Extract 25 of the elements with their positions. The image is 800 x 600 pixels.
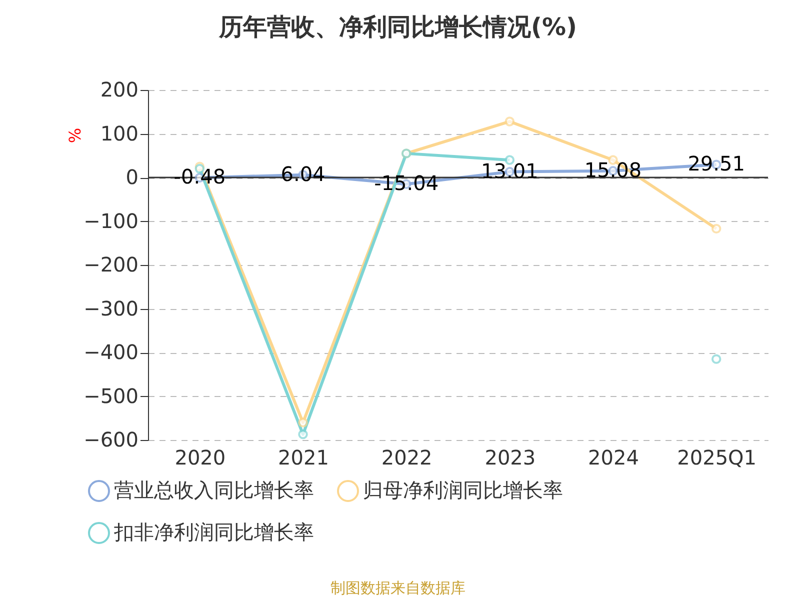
x-tick-label: 2020 — [174, 446, 226, 470]
x-tick-label: 2025Q1 — [677, 446, 757, 470]
y-tick-label: 200 — [100, 78, 138, 102]
x-tick-label: 2021 — [278, 446, 329, 470]
legend-label: 归母净利润同比增长率 — [363, 478, 563, 502]
text: 制图数据来自数据库 — [330, 579, 466, 597]
y-tick-label: 0 — [126, 165, 138, 189]
data-label: 29.51 — [688, 152, 745, 176]
y-tick-label: −100 — [84, 208, 138, 233]
legend-label: 扣非净利润同比增长率 — [113, 520, 314, 544]
y-axis-title: % — [66, 128, 84, 144]
data-label: 13.01 — [481, 158, 538, 183]
data-label: 15.08 — [584, 158, 642, 182]
legend-label: 营业总收入同比增长率 — [114, 478, 314, 502]
y-tick-label: 100 — [100, 121, 138, 146]
y-tick-label: −500 — [84, 384, 138, 408]
y-tick-label: −600 — [84, 428, 138, 452]
y-tick-label: −300 — [84, 296, 138, 320]
x-tick-label: 2022 — [381, 446, 432, 470]
x-tick-label: 2024 — [588, 446, 639, 470]
data-label: -15.04 — [374, 171, 439, 196]
x-tick-label: 2023 — [484, 446, 536, 470]
y-tick-label: −400 — [84, 340, 138, 364]
y-tick-label: −200 — [84, 252, 138, 276]
chart-title: 历年营收、净利同比增长情况(%) — [218, 13, 577, 41]
